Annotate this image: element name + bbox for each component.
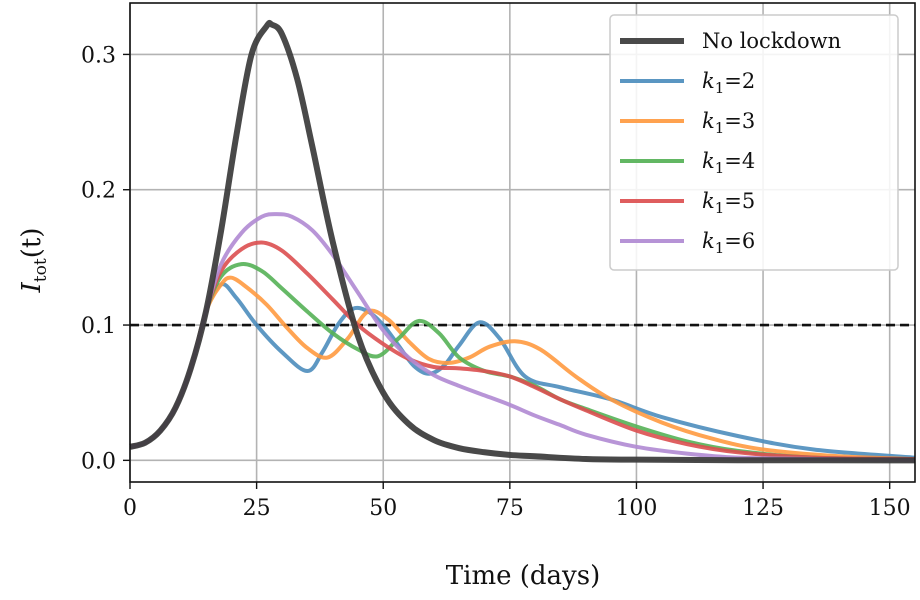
legend-k-subscript: 1 xyxy=(715,199,725,217)
y-tick-label: 0.2 xyxy=(81,179,116,204)
legend-k-value: =5 xyxy=(724,189,755,213)
legend-label: k1=4 xyxy=(702,149,755,177)
legend-k: k xyxy=(702,69,715,93)
legend-k-value: =6 xyxy=(724,229,755,253)
x-tick-label: 125 xyxy=(742,496,784,521)
series-line-k1-4 xyxy=(129,262,916,461)
legend-label: No lockdown xyxy=(702,29,841,53)
series-line-k1-2 xyxy=(129,282,916,460)
legend-k-subscript: 1 xyxy=(715,79,725,97)
y-axis-label-sub: tot xyxy=(31,258,51,282)
y-axis-label: Itot(t) xyxy=(17,228,51,294)
x-axis-label: Time (days) xyxy=(446,561,600,591)
legend-box xyxy=(609,14,899,271)
legend-k-value: =4 xyxy=(724,149,755,173)
legend-label: k1=2 xyxy=(702,69,755,97)
legend-k: k xyxy=(702,149,715,173)
x-tick-label: 0 xyxy=(123,496,137,521)
legend-k-subscript: 1 xyxy=(715,119,725,137)
legend-label: k1=5 xyxy=(702,189,755,217)
x-tick-label: 100 xyxy=(615,496,657,521)
legend-k-subscript: 1 xyxy=(715,239,725,257)
x-tick-label: 150 xyxy=(869,496,911,521)
y-tick-label: 0.3 xyxy=(81,43,116,68)
y-axis-label-main: I xyxy=(17,281,47,293)
plot-area-frame xyxy=(129,2,916,483)
legend-k-value: =2 xyxy=(724,69,755,93)
y-tick-label: 0.1 xyxy=(81,314,116,339)
legend-label: k1=6 xyxy=(702,229,755,257)
legend-k: k xyxy=(702,109,715,133)
legend-k: k xyxy=(702,229,715,253)
x-tick-label: 50 xyxy=(369,496,397,521)
series-line-no-lockdown xyxy=(129,19,916,464)
legend-k-value: =3 xyxy=(724,109,755,133)
series-layer xyxy=(129,19,916,464)
y-tick-label: 0.0 xyxy=(81,449,116,474)
series-line-k1-5 xyxy=(129,240,916,461)
x-tick-label: 75 xyxy=(496,496,524,521)
legend-k-subscript: 1 xyxy=(715,159,725,177)
axis-ticks: 0 25 50 75 100 125 150 0.0 0.1 0.2 0.3 xyxy=(81,43,911,521)
legend-label: k1=3 xyxy=(702,109,755,137)
legend-k: k xyxy=(702,189,715,213)
series-line-k1-3 xyxy=(129,275,916,461)
y-axis-label-tail: (t) xyxy=(17,228,47,259)
x-tick-label: 25 xyxy=(243,496,271,521)
